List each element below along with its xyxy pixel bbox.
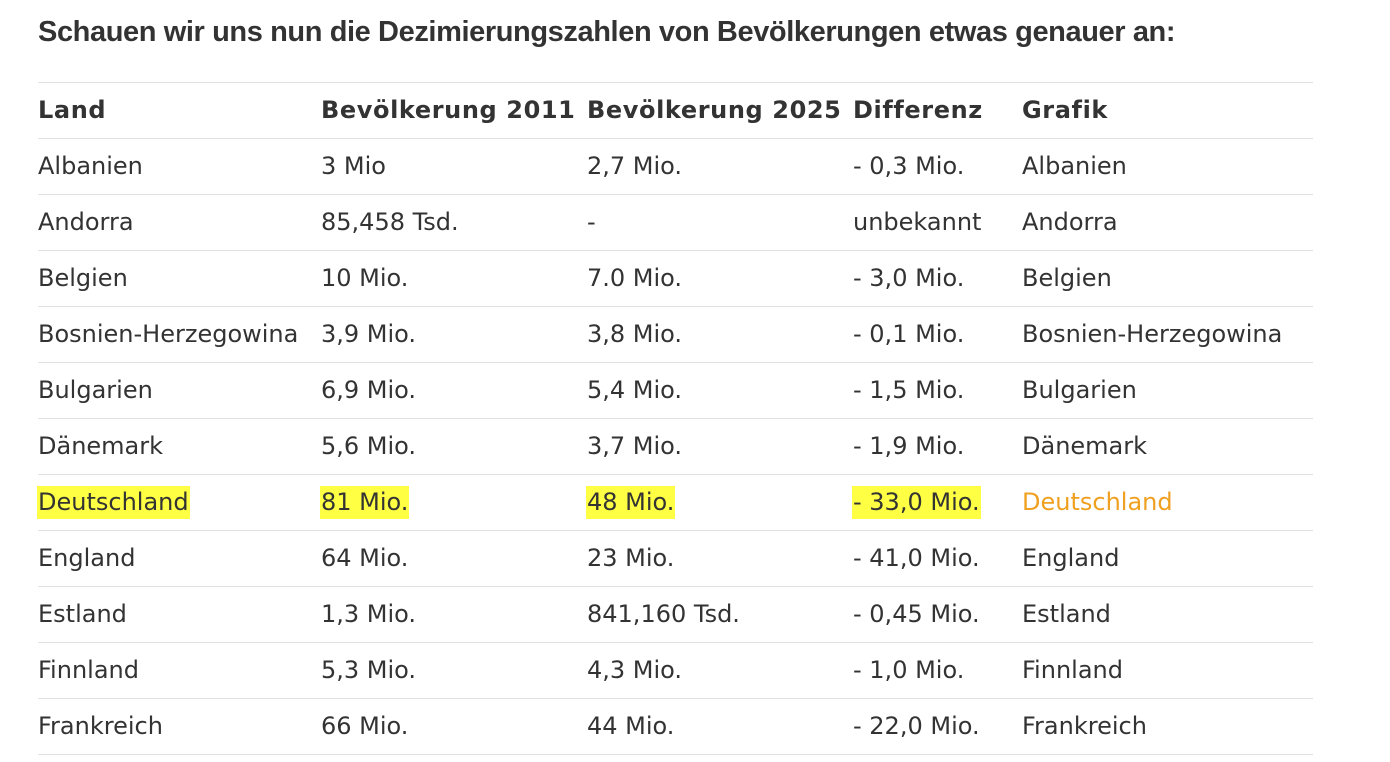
cell-differenz: unbekannt [853,208,982,236]
highlight-differenz: - 33,0 Mio. [852,486,981,519]
table-row-albanien: Albanien 3 Mio 2,7 Mio. - 0,3 Mio. Alban… [38,139,1313,195]
cell-bevoelkerung-2025: 841,160 Tsd. [587,600,740,628]
cell-bevoelkerung-2025: 3,8 Mio. [587,320,683,348]
cell-land: Finnland [38,656,139,684]
table-row-england: England 64 Mio. 23 Mio. - 41,0 Mio. Engl… [38,531,1313,587]
cell-bevoelkerung-2025: 44 Mio. [587,712,675,740]
cell-bevoelkerung-2011: 66 Mio. [321,712,409,740]
cell-land: Belgien [38,264,128,292]
header-bevoelkerung-2011: Bevölkerung 2011 [321,96,576,124]
cell-land: Deutschland [37,475,190,530]
cell-differenz: - 1,5 Mio. [853,376,965,404]
cell-grafik: Albanien [1022,152,1127,180]
table-row-deutschland: Deutschland 81 Mio. 48 Mio. - 33,0 Mio. … [37,475,1313,531]
table-row-frankreich: Frankreich 66 Mio. 44 Mio. - 22,0 Mio. F… [38,699,1313,755]
page-heading: Schauen wir uns nun die Dezimierungszahl… [38,16,1176,48]
cell-bevoelkerung-2025: 48 Mio. [586,475,676,530]
cell-differenz: - 1,0 Mio. [853,656,965,684]
cell-bevoelkerung-2011: 85,458 Tsd. [321,208,459,236]
cell-bevoelkerung-2025: 7.0 Mio. [587,264,683,292]
cell-differenz: - 1,9 Mio. [853,432,965,460]
cell-grafik: Estland [1022,600,1111,628]
highlight-land: Deutschland [37,486,190,519]
cell-differenz: - 0,3 Mio. [853,152,965,180]
cell-bevoelkerung-2025: 2,7 Mio. [587,152,683,180]
cell-grafik: Finnland [1022,656,1123,684]
header-bevoelkerung-2025: Bevölkerung 2025 [587,96,842,124]
cell-differenz: - 22,0 Mio. [853,712,980,740]
table-row-finnland: Finnland 5,3 Mio. 4,3 Mio. - 1,0 Mio. Fi… [38,643,1313,699]
cell-bevoelkerung-2025: 23 Mio. [587,544,675,572]
header-grafik: Grafik [1022,96,1108,124]
table-row-daenemark: Dänemark 5,6 Mio. 3,7 Mio. - 1,9 Mio. Dä… [38,419,1313,475]
cell-grafik: Bulgarien [1022,376,1137,404]
cell-bevoelkerung-2025: - [587,208,596,236]
cell-differenz: - 0,1 Mio. [853,320,965,348]
cell-grafik: Belgien [1022,264,1112,292]
cell-land: Bosnien-Herzegowina [38,320,299,348]
cell-land: Dänemark [38,432,164,460]
table-row-andorra: Andorra 85,458 Tsd. - unbekannt Andorra [38,195,1313,251]
table-row-estland: Estland 1,3 Mio. 841,160 Tsd. - 0,45 Mio… [38,587,1313,643]
cell-bevoelkerung-2011: 5,6 Mio. [321,432,417,460]
cell-bevoelkerung-2011: 6,9 Mio. [321,376,417,404]
grafik-link-deutschland[interactable]: Deutschland [1022,488,1173,516]
cell-bevoelkerung-2011: 64 Mio. [321,544,409,572]
cell-bevoelkerung-2011: 3,9 Mio. [321,320,417,348]
header-land: Land [38,96,107,124]
highlight-bevoelkerung-2011: 81 Mio. [320,486,410,519]
table-header-row: Land Bevölkerung 2011 Bevölkerung 2025 D… [38,83,1313,139]
population-table: Land Bevölkerung 2011 Bevölkerung 2025 D… [37,82,1313,755]
cell-grafik: Frankreich [1022,712,1147,740]
cell-bevoelkerung-2025: 3,7 Mio. [587,432,683,460]
cell-bevoelkerung-2025: 4,3 Mio. [587,656,683,684]
highlight-bevoelkerung-2025: 48 Mio. [586,486,676,519]
cell-bevoelkerung-2011: 5,3 Mio. [321,656,417,684]
cell-bevoelkerung-2011: 10 Mio. [321,264,409,292]
header-differenz: Differenz [853,96,983,124]
cell-land: Bulgarien [38,376,153,404]
cell-land: Albanien [38,152,143,180]
cell-bevoelkerung-2025: 5,4 Mio. [587,376,683,404]
table-row-bulgarien: Bulgarien 6,9 Mio. 5,4 Mio. - 1,5 Mio. B… [38,363,1313,419]
cell-grafik: England [1022,544,1120,572]
cell-bevoelkerung-2011: 81 Mio. [320,475,410,530]
cell-bevoelkerung-2011: 3 Mio [321,152,386,180]
table-row-belgien: Belgien 10 Mio. 7.0 Mio. - 3,0 Mio. Belg… [38,251,1313,307]
cell-differenz: - 41,0 Mio. [853,544,980,572]
cell-land: England [38,544,136,572]
cell-land: Estland [38,600,127,628]
cell-differenz: - 3,0 Mio. [853,264,965,292]
cell-land: Andorra [38,208,134,236]
table-row-bosnien-herzegowina: Bosnien-Herzegowina 3,9 Mio. 3,8 Mio. - … [38,307,1313,363]
cell-differenz: - 33,0 Mio. [852,475,981,530]
cell-land: Frankreich [38,712,163,740]
cell-grafik: Deutschland [1022,475,1173,530]
cell-bevoelkerung-2011: 1,3 Mio. [321,600,417,628]
cell-grafik: Andorra [1022,208,1118,236]
cell-differenz: - 0,45 Mio. [853,600,980,628]
cell-grafik: Bosnien-Herzegowina [1022,320,1283,348]
cell-grafik: Dänemark [1022,432,1148,460]
